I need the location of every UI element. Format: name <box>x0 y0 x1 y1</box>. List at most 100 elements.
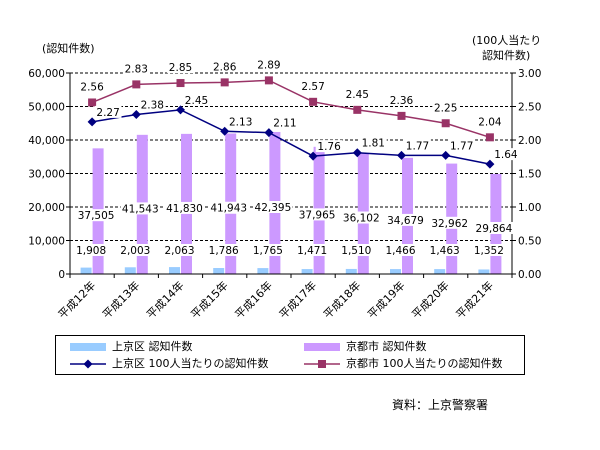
bar-kamigyo-count <box>80 267 92 274</box>
data-label-kamigyo-rate-bg <box>183 93 210 106</box>
point-kyoto-rate <box>132 80 141 89</box>
data-label-kyoto-rate: 2.86 <box>213 61 237 73</box>
data-label-kamigyo-count: 2,003 <box>120 245 150 257</box>
left-axis-title: (認知件数) <box>42 41 95 55</box>
data-label-kyoto-count-bg <box>341 211 381 224</box>
data-label-kyoto-count-bg <box>474 221 514 234</box>
data-label-kyoto-rate: 2.25 <box>434 102 457 114</box>
point-kyoto-rate <box>88 98 97 107</box>
data-label-kyoto-rate-bg <box>343 87 371 100</box>
data-label-kyoto-count: 36,102 <box>343 213 380 225</box>
data-label-kyoto-count: 42,395 <box>255 202 292 214</box>
data-label-kamigyo-count-bg <box>251 244 285 256</box>
point-kyoto-rate <box>397 111 406 120</box>
right-tick-label: 3.00 <box>518 68 541 80</box>
point-kyoto-rate <box>264 76 273 85</box>
line-kyoto-rate <box>91 79 491 139</box>
right-tick-label: 1.50 <box>518 169 541 181</box>
data-label-kyoto-rate: 2.57 <box>301 81 324 93</box>
data-label-kyoto-count: 37,965 <box>299 209 336 221</box>
data-label-kyoto-rate-bg <box>299 79 327 92</box>
data-label-kamigyo-count-bg <box>339 244 373 256</box>
data-label-kamigyo-rate: 2.27 <box>96 107 119 119</box>
data-label-kamigyo-count: 1,352 <box>474 245 504 257</box>
bar-kamigyo-count <box>169 267 180 274</box>
point-kyoto-rate <box>309 97 318 106</box>
data-label-kyoto-rate: 2.45 <box>346 89 369 101</box>
point-kamigyo-rate <box>308 151 318 161</box>
data-label-kyoto-rate-bg <box>476 115 504 128</box>
data-label-kamigyo-rate: 2.38 <box>141 100 164 112</box>
data-label-kyoto-rate-bg <box>122 62 150 75</box>
legend-label-kyoto-count: 京都市 認知件数 <box>346 340 427 353</box>
data-label-kyoto-count-bg <box>385 213 426 226</box>
legend-marker-kamigyo-rate <box>70 359 106 369</box>
x-tick-label: 平成14年 <box>143 278 186 321</box>
legend-swatch-kyoto-count <box>304 343 340 351</box>
data-label-kyoto-rate-bg <box>432 101 460 114</box>
right-tick-label: 0.50 <box>518 236 541 248</box>
data-label-kamigyo-rate: 2.13 <box>229 116 252 128</box>
point-kyoto-rate <box>220 78 229 87</box>
point-kyoto-rate <box>176 79 185 88</box>
data-label-kamigyo-rate: 2.45 <box>185 95 208 107</box>
point-kyoto-rate <box>353 105 362 114</box>
data-label-kyoto-count: 41,943 <box>210 203 247 215</box>
data-label-kyoto-count-bg <box>430 216 470 229</box>
x-tick-label: 平成15年 <box>188 278 231 321</box>
data-label-kamigyo-rate-bg <box>315 140 343 153</box>
bar-kamigyo-count <box>434 269 446 274</box>
data-label-kamigyo-rate: 1.81 <box>362 138 385 150</box>
x-tick-label: 平成16年 <box>232 278 275 321</box>
data-label-kyoto-rate-bg <box>167 61 194 74</box>
bar-kamigyo-count <box>345 268 357 274</box>
data-label-kyoto-rate-bg <box>255 58 283 71</box>
plot-area: 0 10,000 20,000 30,000 40,000 50,000 60,000 0.0… <box>28 58 541 321</box>
data-label-kamigyo-count-bg <box>163 244 196 256</box>
data-label-kyoto-count: 41,543 <box>122 203 159 215</box>
bar-kamigyo-count <box>257 268 269 274</box>
x-tick-label: 平成12年 <box>55 278 98 321</box>
legend-label-kamigyo-rate: 上京区 100人当たりの認知件数 <box>112 357 269 370</box>
data-label-kamigyo-count: 2,063 <box>164 245 194 257</box>
point-kamigyo-rate <box>397 150 406 160</box>
right-tick-label: 1.00 <box>518 202 541 214</box>
legend-label-kyoto-rate: 京都市 100人当たりの認知件数 <box>346 357 503 370</box>
data-label-kamigyo-rate: 1.77 <box>450 140 473 152</box>
data-label-kamigyo-count: 1,908 <box>76 245 106 257</box>
right-tick-label: 2.50 <box>518 102 541 114</box>
data-label-kyoto-count-bg <box>209 201 249 214</box>
bar-kamigyo-count <box>478 269 490 274</box>
legend-item-kyoto-rate: 京都市 100人当たりの認知件数 <box>304 357 503 371</box>
data-label-kyoto-count-bg <box>297 208 337 221</box>
legend-item-kamigyo-rate: 上京区 100人当たりの認知件数 <box>70 357 269 371</box>
data-label-kyoto-count: 32,962 <box>431 218 468 230</box>
left-tick-label: 20,000 <box>28 202 65 214</box>
data-label-kyoto-rate: 2.83 <box>125 63 148 75</box>
data-label-kamigyo-count-bg <box>74 244 108 256</box>
data-label-kyoto-rate-bg <box>211 60 239 73</box>
data-label-kyoto-rate-bg <box>388 93 415 106</box>
data-label-kyoto-rate: 2.56 <box>80 81 104 93</box>
point-kamigyo-rate <box>131 110 141 120</box>
x-tick-label: 平成13年 <box>99 278 142 321</box>
legend: 上京区 認知件数 京都市 認知件数 上京区 100人当たりの認知件数 京都市 1… <box>55 335 525 375</box>
bar-kamigyo-count <box>301 269 313 274</box>
data-label-kyoto-count-bg <box>120 202 160 215</box>
data-label-kamigyo-count-bg <box>118 244 152 256</box>
bar-kamigyo-count <box>213 268 225 274</box>
data-label-kamigyo-rate-bg <box>227 115 255 128</box>
data-label-kyoto-count: 41,830 <box>166 203 203 215</box>
legend-item-kyoto-count: 京都市 認知件数 <box>304 340 427 354</box>
data-label-kamigyo-count: 1,466 <box>385 245 415 257</box>
data-label-kamigyo-rate: 1.76 <box>317 141 341 153</box>
data-label-kamigyo-rate-bg <box>359 136 387 149</box>
right-axis-title-line1: (100人当たり <box>472 33 541 47</box>
right-axis-title-line2: 認知件数) <box>482 48 530 62</box>
data-label-kyoto-rate: 2.36 <box>390 95 414 107</box>
point-kamigyo-rate <box>264 128 274 138</box>
x-tick-label: 平成17年 <box>276 278 319 321</box>
left-tick-label: 30,000 <box>28 169 65 181</box>
data-label-kamigyo-rate-bg <box>271 116 299 129</box>
bar-kamigyo-count <box>390 269 401 274</box>
